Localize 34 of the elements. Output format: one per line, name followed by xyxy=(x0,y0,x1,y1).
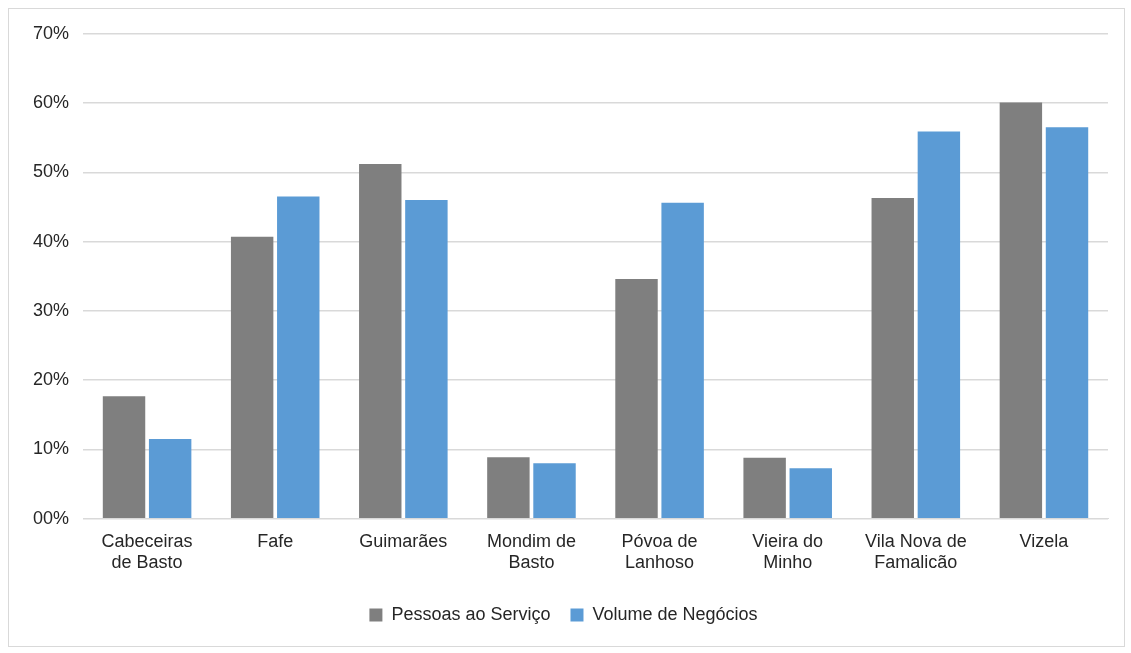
y-tick-label: 20% xyxy=(33,369,70,390)
x-tick-label: Cabeceiras de Basto xyxy=(101,530,193,573)
bar xyxy=(743,457,786,519)
y-tick-label: 10% xyxy=(33,438,70,459)
y-tick-label: 00% xyxy=(33,507,70,528)
x-tick-label: Mondim de Basto xyxy=(486,530,576,573)
y-tick-label: 60% xyxy=(33,92,70,113)
x-tick-label: Póvoa de Lanhoso xyxy=(621,530,698,573)
y-tick-label: 40% xyxy=(33,230,70,251)
bar xyxy=(1045,127,1089,519)
x-tick-label: Vizela xyxy=(1019,530,1070,551)
bar xyxy=(277,196,320,519)
bar xyxy=(661,202,704,519)
bar xyxy=(230,236,274,519)
legend-label: Pessoas ao Serviço xyxy=(391,603,551,624)
legend-label: Volume de Negócios xyxy=(592,603,758,624)
x-tick-label: Guimarães xyxy=(359,530,448,551)
bar xyxy=(789,468,832,519)
x-tick-label: Fafe xyxy=(257,530,294,551)
bar xyxy=(917,131,961,519)
x-tick-label: Vila Nova de Famalicão xyxy=(864,530,967,573)
bar xyxy=(999,102,1043,519)
bar xyxy=(359,164,402,519)
bar xyxy=(405,200,448,519)
bar xyxy=(533,463,576,519)
y-tick-label: 50% xyxy=(33,161,70,182)
x-tick-label: Vieira do Minho xyxy=(752,530,824,573)
bar xyxy=(102,396,146,519)
bar xyxy=(615,279,658,519)
bar xyxy=(871,198,914,519)
bar xyxy=(487,457,530,519)
bar xyxy=(148,439,192,519)
y-tick-label: 70% xyxy=(33,22,70,43)
y-tick-label: 30% xyxy=(33,299,70,320)
